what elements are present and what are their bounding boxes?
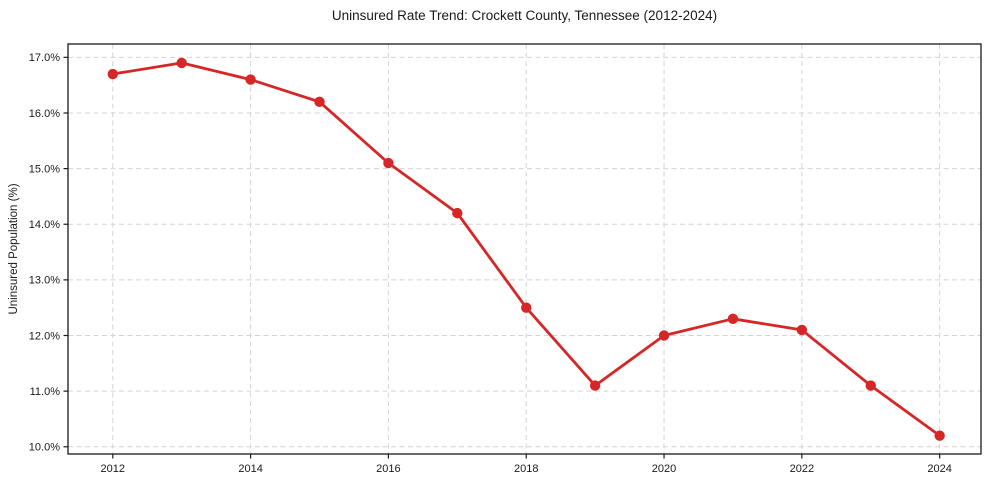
y-tick-label: 14.0% xyxy=(29,219,60,231)
data-point-marker xyxy=(521,302,532,313)
y-tick-label: 11.0% xyxy=(30,386,61,398)
data-point-marker xyxy=(452,207,463,219)
data-point-marker xyxy=(314,96,325,108)
data-point-marker xyxy=(589,380,601,391)
data-point-marker xyxy=(658,330,670,341)
y-tick-label: 17.0% xyxy=(29,52,60,64)
x-tick-label: 2014 xyxy=(238,463,262,475)
y-tick-label: 13.0% xyxy=(29,275,60,287)
x-tick-label: 2018 xyxy=(514,463,538,475)
data-point-marker xyxy=(383,157,394,169)
x-tick-label: 2022 xyxy=(790,463,814,475)
data-point-marker xyxy=(107,68,118,80)
x-tick-label: 2012 xyxy=(101,463,125,475)
y-tick-label: 16.0% xyxy=(29,108,60,120)
data-point-marker xyxy=(934,430,945,441)
data-point-marker xyxy=(796,324,808,336)
chart-title: Uninsured Rate Trend: Crockett County, T… xyxy=(331,8,718,23)
data-point-marker xyxy=(245,74,256,85)
x-tick-label: 2016 xyxy=(376,463,400,475)
plot-border xyxy=(67,43,982,455)
data-point-marker xyxy=(176,57,187,69)
x-tick-label: 2020 xyxy=(652,463,676,475)
y-tick-label: 15.0% xyxy=(29,163,60,175)
data-point-marker xyxy=(865,380,876,391)
data-point-marker xyxy=(727,313,739,325)
x-tick-label: 2024 xyxy=(927,463,951,475)
y-tick-label: 12.0% xyxy=(29,330,60,342)
y-tick-label: 10.0% xyxy=(29,442,60,454)
